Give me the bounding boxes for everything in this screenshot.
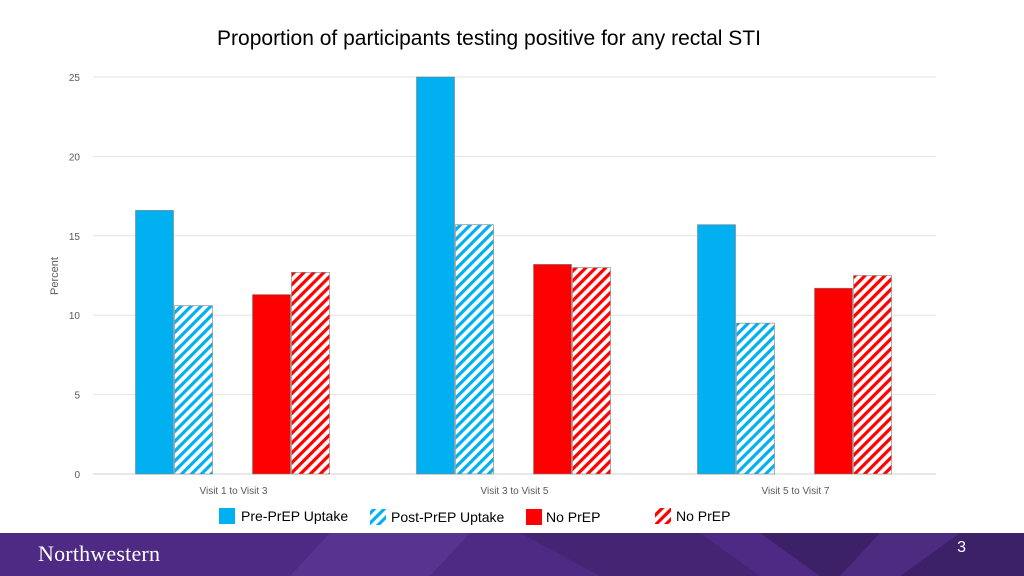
footer-background bbox=[0, 533, 1024, 576]
x-tick-label: Visit 3 to Visit 5 bbox=[481, 486, 549, 497]
y-tick-label: 25 bbox=[69, 73, 81, 84]
bar-no-prep-2 bbox=[533, 264, 572, 475]
bar-chart: Proportion of participants testing posit… bbox=[49, 27, 936, 525]
bar-pre-prep-uptake-1 bbox=[135, 210, 174, 475]
x-tick-labels: Visit 1 to Visit 3 Visit 3 to Visit 5 Visi… bbox=[200, 486, 830, 497]
legend-swatch bbox=[655, 508, 671, 524]
y-tick-labels: 0 5 10 15 20 25 bbox=[69, 73, 81, 481]
bar-no-prep-2 bbox=[572, 267, 611, 475]
y-tick-label: 0 bbox=[74, 470, 80, 481]
legend-swatch bbox=[370, 509, 386, 525]
bar-no-prep-3 bbox=[814, 287, 853, 475]
legend-label: Post-PrEP Uptake bbox=[391, 509, 505, 525]
bar-no-prep-3 bbox=[853, 275, 892, 475]
gridlines bbox=[93, 76, 936, 475]
northwestern-logo: Northwestern bbox=[38, 541, 161, 566]
x-tick-label: Visit 1 to Visit 3 bbox=[200, 486, 268, 497]
bar-pre-prep-uptake-3 bbox=[697, 224, 736, 475]
footer-bar: Northwestern 3 bbox=[0, 533, 1024, 576]
bar-post-prep-uptake-1 bbox=[174, 305, 213, 475]
legend-label: Pre-PrEP Uptake bbox=[241, 508, 348, 524]
bar-no-prep-1 bbox=[291, 272, 330, 475]
x-tick-label: Visit 5 to Visit 7 bbox=[762, 486, 830, 497]
y-tick-label: 10 bbox=[69, 311, 81, 322]
legend: Pre-PrEP Uptake Post-PrEP Uptake No PrEP No… bbox=[219, 508, 730, 525]
legend-label: No PrEP bbox=[546, 509, 600, 525]
page-number: 3 bbox=[957, 539, 966, 556]
legend-swatch bbox=[219, 508, 235, 524]
bar-post-prep-uptake-3 bbox=[736, 322, 775, 475]
legend-label: No PrEP bbox=[676, 508, 730, 524]
bars bbox=[135, 76, 892, 475]
bar-no-prep-1 bbox=[252, 294, 291, 475]
y-axis-label: Percent bbox=[49, 257, 61, 295]
bar-post-prep-uptake-2 bbox=[455, 224, 494, 475]
legend-swatch bbox=[526, 509, 542, 525]
y-tick-label: 15 bbox=[69, 232, 81, 243]
bar-pre-prep-uptake-2 bbox=[416, 76, 455, 475]
y-tick-label: 5 bbox=[74, 391, 80, 402]
y-tick-label: 20 bbox=[69, 152, 81, 163]
chart-title: Proportion of participants testing posit… bbox=[217, 27, 761, 50]
